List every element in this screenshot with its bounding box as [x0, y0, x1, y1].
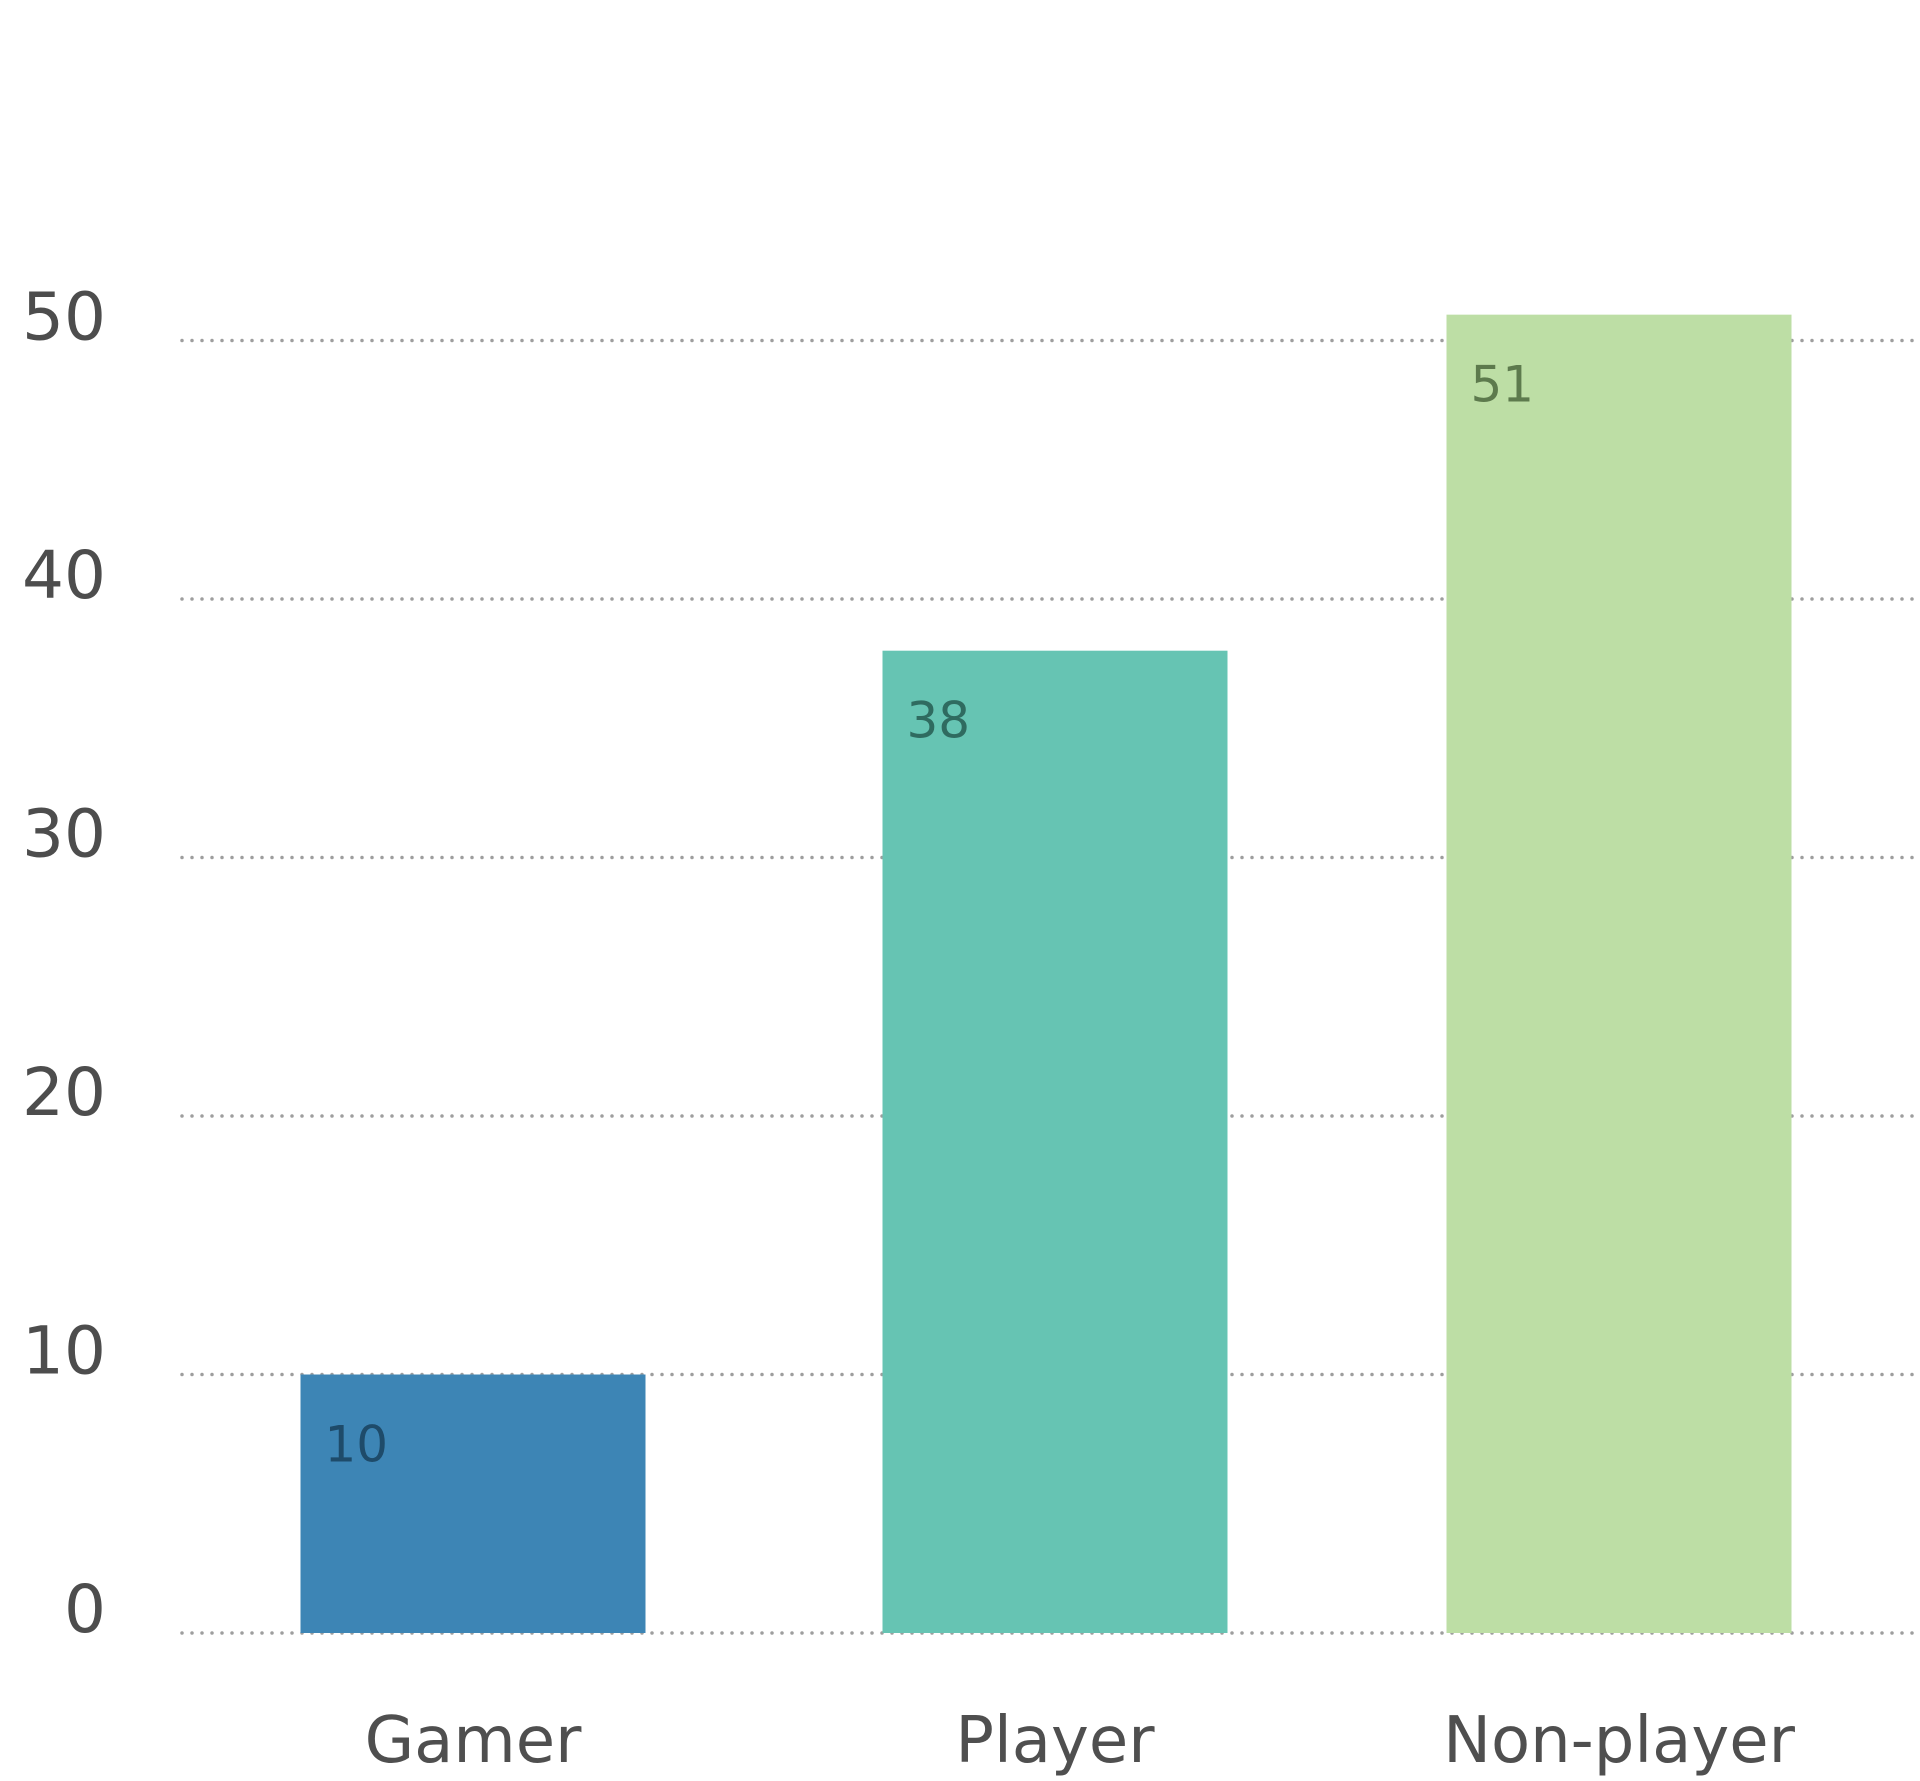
bar-gamer [300, 1374, 646, 1633]
x-axis-category-labels: Gamer Player Non-player [365, 1704, 1796, 1778]
y-tick-label: 40 [22, 537, 106, 614]
category-label-non-player: Non-player [1443, 1704, 1796, 1778]
data-label-non-player: 51 [1471, 356, 1535, 414]
bars [300, 314, 1792, 1633]
bar-non-player [1446, 314, 1792, 1633]
data-labels: 10 38 51 [325, 356, 1535, 1474]
category-label-player: Player [955, 1704, 1155, 1778]
category-label-gamer: Gamer [365, 1704, 583, 1778]
y-tick-label: 50 [22, 279, 106, 356]
data-label-gamer: 10 [325, 1416, 389, 1474]
y-tick-label: 10 [22, 1313, 106, 1390]
y-tick-label: 20 [22, 1054, 106, 1131]
y-tick-label: 0 [64, 1571, 106, 1648]
data-label-player: 38 [907, 692, 971, 750]
y-tick-label: 30 [22, 796, 106, 873]
bar-player [882, 650, 1228, 1633]
y-axis-tick-labels: 0 10 20 30 40 50 [22, 279, 106, 1649]
